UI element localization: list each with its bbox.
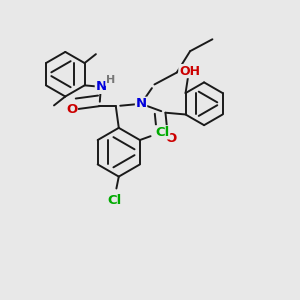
Text: O: O xyxy=(66,103,77,116)
Text: OH: OH xyxy=(179,64,200,78)
Text: N: N xyxy=(95,80,106,93)
Text: Cl: Cl xyxy=(107,194,122,208)
Text: H: H xyxy=(106,75,115,85)
Text: O: O xyxy=(165,132,176,146)
Text: N: N xyxy=(136,97,147,110)
Text: Cl: Cl xyxy=(155,126,170,139)
